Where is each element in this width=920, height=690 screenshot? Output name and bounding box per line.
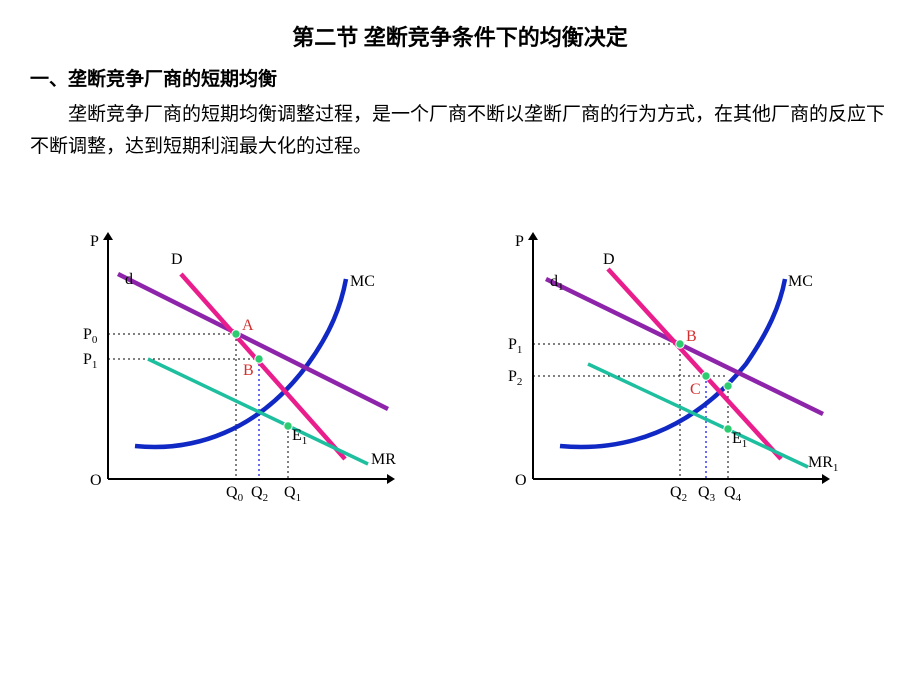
chart-left: P O Dd MC MR P0 P1 Q0 Q2 Q1 A B E1 [63,214,423,529]
svg-text:B: B [686,328,697,345]
svg-text:P0: P0 [83,326,98,346]
svg-text:P1: P1 [508,336,522,356]
svg-text:P: P [90,233,99,250]
chart-right-svg: P O Dd1 MC MR1 P1 P2 Q2 Q3 Q4 B C E1 [488,214,858,524]
section-subtitle: 一、垄断竞争厂商的短期均衡 [30,64,890,91]
svg-text:Q1: Q1 [284,484,301,504]
svg-text:B: B [243,362,254,379]
svg-text:E1: E1 [732,430,747,450]
svg-text:A: A [242,317,254,334]
svg-text:Q2: Q2 [251,484,268,504]
svg-text:C: C [690,381,701,398]
svg-text:Q3: Q3 [698,484,716,504]
svg-text:d1: d1 [550,273,564,293]
body-paragraph: 垄断竞争厂商的短期均衡调整过程，是一个厂商不断以垄断厂商的行为方式，在其他厂商的… [30,99,890,164]
svg-text:Q2: Q2 [670,484,687,504]
svg-text:Q4: Q4 [724,484,742,504]
page-title: 第二节 垄断竞争条件下的均衡决定 [30,20,890,52]
svg-text:MC: MC [788,273,813,290]
chart-right: P O Dd1 MC MR1 P1 P2 Q2 Q3 Q4 B C E1 [488,214,858,529]
svg-text:D: D [603,251,615,268]
svg-text:P: P [515,233,524,250]
svg-text:P2: P2 [508,368,522,388]
svg-text:Q0: Q0 [226,484,244,504]
svg-text:E1: E1 [292,427,307,447]
svg-text:D: D [171,251,183,268]
svg-text:MR1: MR1 [808,454,838,474]
svg-text:O: O [515,472,527,489]
chart-left-svg: P O Dd MC MR P0 P1 Q0 Q2 Q1 A B E1 [63,214,423,524]
svg-text:d: d [125,271,133,288]
svg-text:MC: MC [350,273,375,290]
svg-text:MR: MR [371,451,396,468]
svg-text:O: O [90,472,102,489]
charts-row: P O Dd MC MR P0 P1 Q0 Q2 Q1 A B E1 P O Dd1 MC MR1 P1 P2 Q2 Q… [30,214,890,529]
svg-text:P1: P1 [83,351,97,371]
